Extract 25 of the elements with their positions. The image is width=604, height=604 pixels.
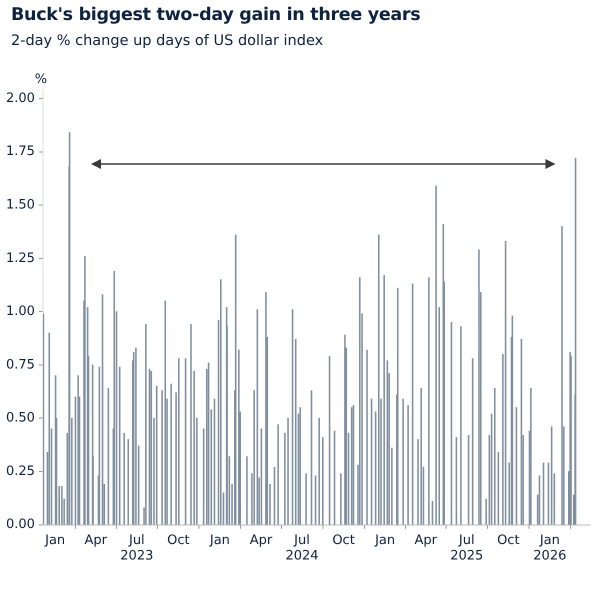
y-tick-label: 0.75 xyxy=(6,357,35,372)
y-tick-label: 1.75 xyxy=(6,144,35,160)
x-tick-label: Oct xyxy=(332,532,355,548)
y-tick-label: 1.25 xyxy=(6,250,35,266)
y-tick-label: 1.00 xyxy=(6,304,35,320)
x-tick-label: Jan 2026 xyxy=(533,532,566,564)
y-axis-title: % xyxy=(34,72,48,87)
y-tick-label: 0.00 xyxy=(6,517,35,532)
x-tick-label: Jan xyxy=(208,532,230,548)
x-tick-label: Jan xyxy=(374,532,396,548)
x-tick-label: Oct xyxy=(167,532,190,548)
x-tick-label: Jul 2024 xyxy=(285,532,319,564)
x-tick-label: Jan xyxy=(44,532,66,548)
x-tick-label: Jul 2023 xyxy=(120,532,154,564)
x-tick-label: Apr xyxy=(414,532,438,548)
y-tick-label: 0.25 xyxy=(6,464,35,479)
x-tick-label: Apr xyxy=(84,532,108,548)
y-tick-label: 1.50 xyxy=(6,197,35,212)
y-tick-label: 2.00 xyxy=(6,90,35,106)
x-tick-label: Oct xyxy=(497,532,520,548)
x-tick-label: Jul 2025 xyxy=(450,532,484,564)
x-tick-label: Apr xyxy=(250,532,273,548)
chart-title: Buck's biggest two-day gain in three years xyxy=(11,5,420,25)
y-tick-label: 0.50 xyxy=(6,410,35,426)
chart-subtitle: 2-day % change up days of US dollar index xyxy=(11,33,324,49)
